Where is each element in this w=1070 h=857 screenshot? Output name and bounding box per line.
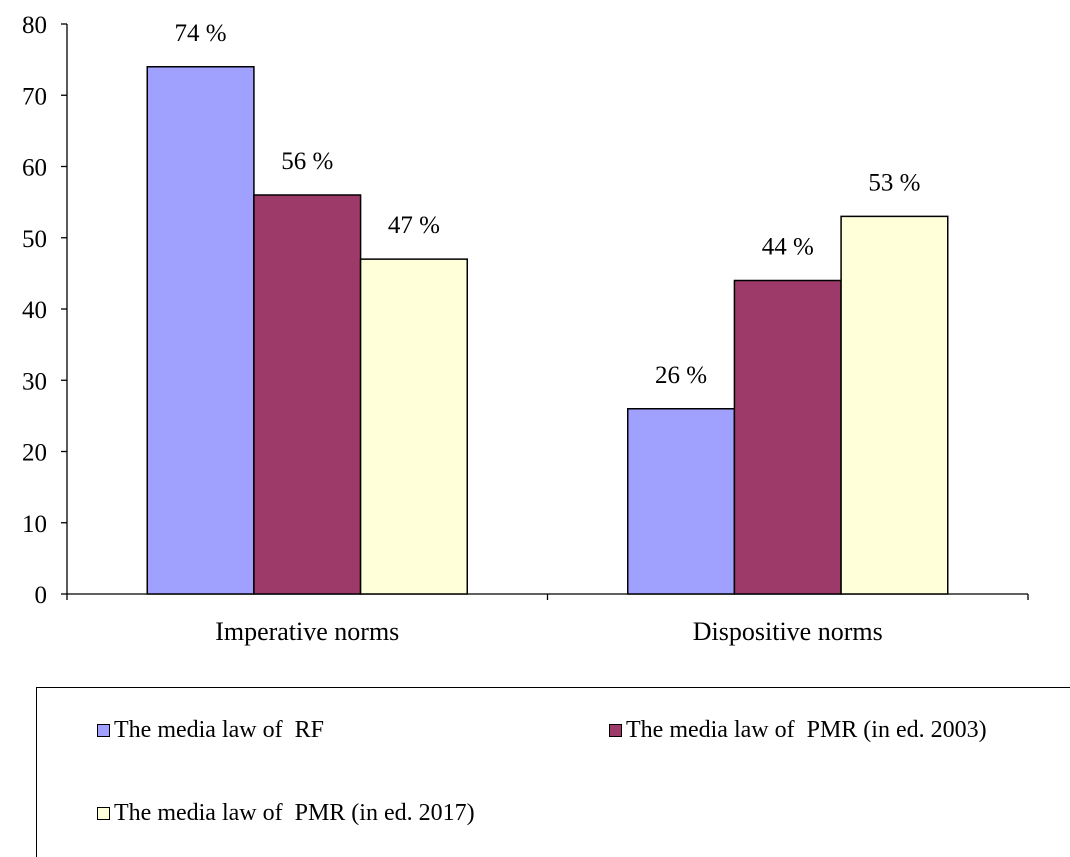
data-label: 47 % — [388, 212, 440, 239]
data-label: 74 % — [175, 20, 227, 47]
data-label: 56 % — [281, 148, 333, 175]
data-label: 44 % — [762, 234, 814, 261]
y-tick-label: 80 — [22, 12, 47, 39]
legend-swatch-rf — [97, 723, 110, 737]
bar — [359, 258, 469, 595]
bar — [253, 194, 362, 595]
data-label: 53 % — [868, 169, 920, 196]
y-tick-label: 20 — [22, 440, 47, 467]
y-tick-label: 70 — [22, 83, 47, 110]
bar — [146, 66, 255, 595]
legend-item-pmr-2017: The media law of PMR (in ed. 2017) — [97, 801, 475, 825]
legend: The media law of RF The media law of PMR… — [36, 687, 1070, 857]
legend-item-pmr-2003: The media law of PMR (in ed. 2003) — [609, 718, 987, 742]
y-tick-label: 10 — [22, 511, 47, 538]
bar — [733, 279, 842, 595]
y-tick-label: 40 — [22, 297, 47, 324]
y-tick-label: 0 — [35, 582, 48, 609]
bar — [626, 408, 736, 595]
legend-label-rf: The media law of RF — [114, 717, 324, 743]
legend-item-rf: The media law of RF — [97, 718, 324, 742]
x-category-label: Imperative norms — [215, 617, 399, 646]
bar — [840, 215, 949, 595]
bar-chart: 0 10 20 30 40 50 60 70 80 74 % 56 % 47 % Imperative … — [22, 12, 1029, 646]
data-label: 26 % — [655, 362, 707, 389]
legend-swatch-pmr-2017 — [97, 806, 110, 820]
x-category-label: Dispositive norms — [693, 617, 883, 646]
y-tick-label: 60 — [22, 155, 47, 182]
legend-swatch-pmr-2003 — [609, 723, 622, 737]
y-tick-label: 50 — [22, 226, 47, 253]
legend-label-pmr-2003: The media law of PMR (in ed. 2003) — [626, 717, 987, 743]
y-tick-label: 30 — [22, 368, 47, 395]
legend-label-pmr-2017: The media law of PMR (in ed. 2017) — [114, 800, 475, 826]
